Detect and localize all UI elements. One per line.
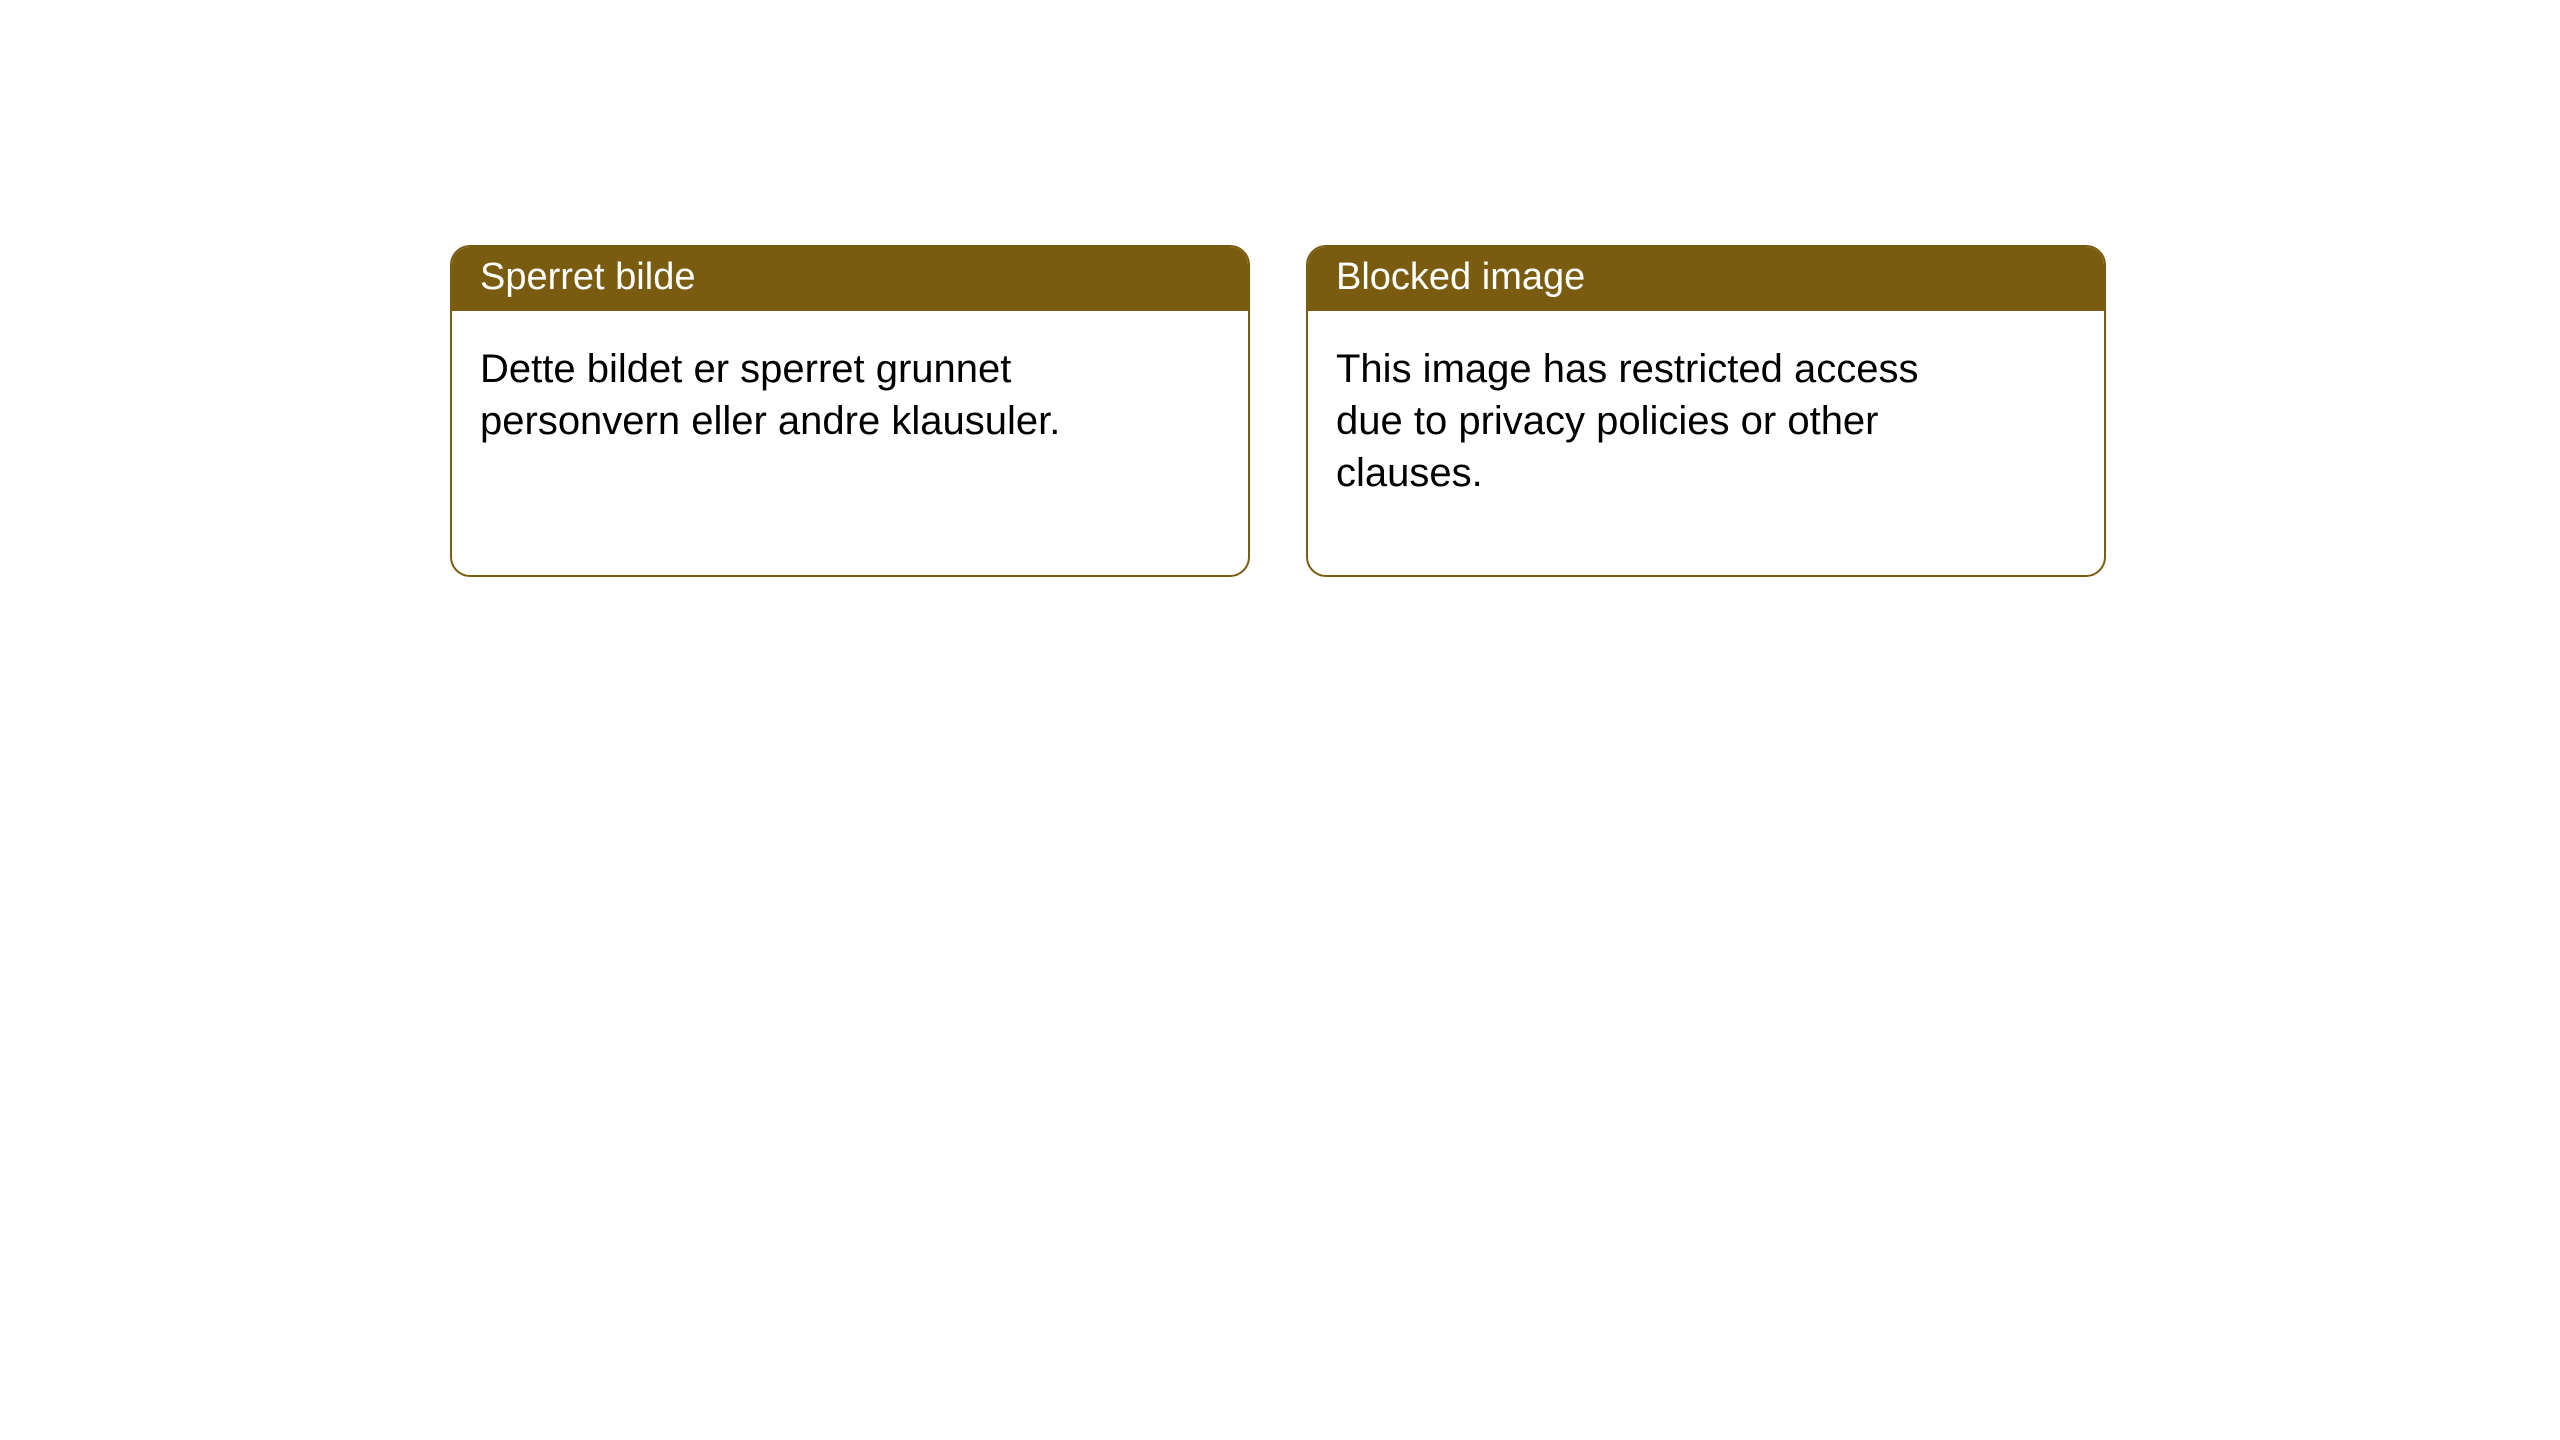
card-body-english: This image has restricted access due to …: [1308, 311, 1948, 531]
blocked-image-card-norwegian: Sperret bilde Dette bildet er sperret gr…: [450, 245, 1250, 577]
blocked-image-notice-container: Sperret bilde Dette bildet er sperret gr…: [450, 245, 2560, 577]
blocked-image-card-english: Blocked image This image has restricted …: [1306, 245, 2106, 577]
card-header-norwegian: Sperret bilde: [452, 247, 1248, 311]
card-body-norwegian: Dette bildet er sperret grunnet personve…: [452, 311, 1092, 479]
card-header-english: Blocked image: [1308, 247, 2104, 311]
